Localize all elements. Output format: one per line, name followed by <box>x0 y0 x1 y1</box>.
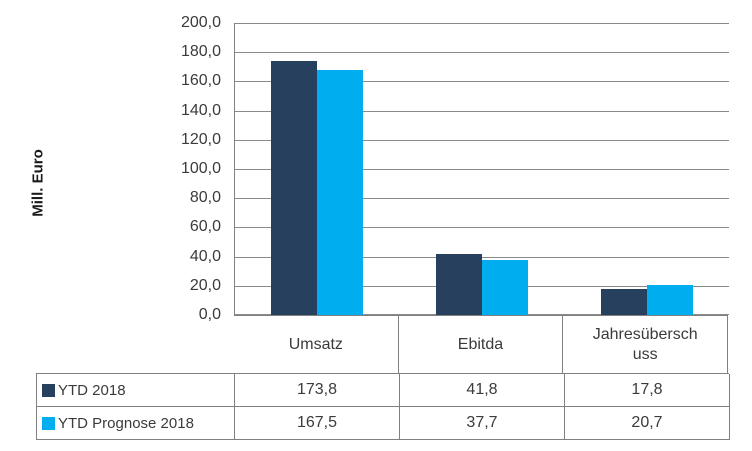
y-axis-tick-labels: 200,0 180,0 160,0 140,0 120,0 100,0 80,0 60,0 40… <box>100 0 221 340</box>
category-label: Umsatz <box>234 316 399 373</box>
legend-swatch <box>42 416 55 430</box>
gridline <box>235 140 729 141</box>
gridline <box>235 81 729 82</box>
bar-ytd-prognose-2018 <box>647 285 693 315</box>
y-tick-label: 100,0 <box>180 160 221 177</box>
y-tick-label: 140,0 <box>180 102 221 119</box>
y-tick-label: 160,0 <box>180 72 221 89</box>
legend-cell: YTD Prognose 2018 <box>37 407 235 440</box>
gridline <box>235 52 729 53</box>
bar-ytd-2018 <box>601 289 647 315</box>
table-value: 37,7 <box>400 407 565 440</box>
table-value: 41,8 <box>400 374 565 407</box>
legend-label: YTD Prognose 2018 <box>58 414 194 432</box>
bar-ytd-2018 <box>271 61 317 315</box>
gridline <box>235 169 729 170</box>
gridline <box>235 23 729 24</box>
y-tick-label: 200,0 <box>180 14 221 31</box>
y-tick-label: 80,0 <box>189 189 221 206</box>
table-value: 20,7 <box>565 407 730 440</box>
category-axis-row: Umsatz Ebitda Jahresübersch uss <box>234 315 728 373</box>
gridline <box>235 111 729 112</box>
y-tick-label: 180,0 <box>180 43 221 60</box>
table-value: 167,5 <box>235 407 400 440</box>
plot-area <box>234 23 729 315</box>
data-table: YTD 2018 173,8 41,8 17,8 YTD Prognose 2018 16… <box>36 373 730 440</box>
legend-swatch <box>42 383 55 397</box>
gridline <box>235 227 729 228</box>
gridline <box>235 198 729 199</box>
category-label: Ebitda <box>399 316 564 373</box>
category-label: Jahresübersch uss <box>563 316 728 373</box>
table-value: 173,8 <box>235 374 400 407</box>
bar-ytd-prognose-2018 <box>482 260 528 315</box>
legend-cell: YTD 2018 <box>37 374 235 407</box>
y-tick-label: 20,0 <box>189 277 221 294</box>
table-value: 17,8 <box>565 374 730 407</box>
y-tick-label: 60,0 <box>189 218 221 235</box>
legend-label: YTD 2018 <box>58 381 126 399</box>
y-tick-label: 40,0 <box>189 248 221 265</box>
gridline <box>235 257 729 258</box>
bar-ytd-prognose-2018 <box>317 70 363 315</box>
bar-ytd-2018 <box>436 254 482 315</box>
y-tick-label: 120,0 <box>180 131 221 148</box>
y-tick-label: 0,0 <box>198 306 221 323</box>
y-axis-title: Mill. Euro <box>29 149 47 217</box>
